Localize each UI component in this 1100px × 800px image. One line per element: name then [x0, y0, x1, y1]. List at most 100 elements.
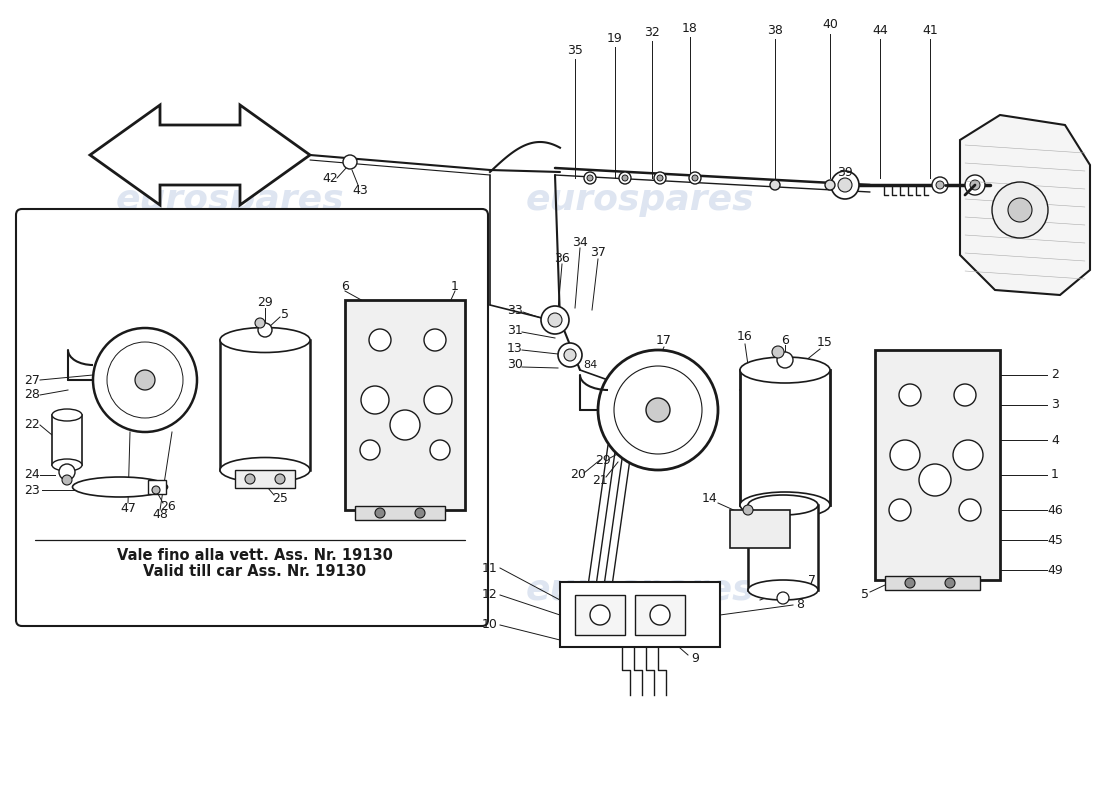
Bar — [730, 510, 790, 548]
Text: 48: 48 — [152, 509, 168, 522]
Text: Vale fino alla vett. Ass. Nr. 19130: Vale fino alla vett. Ass. Nr. 19130 — [117, 547, 393, 562]
Text: 27: 27 — [24, 374, 40, 386]
Circle shape — [689, 172, 701, 184]
Text: 30: 30 — [507, 358, 522, 371]
Circle shape — [889, 499, 911, 521]
Circle shape — [953, 440, 983, 470]
Circle shape — [619, 172, 631, 184]
Text: 42: 42 — [322, 171, 338, 185]
Text: 44: 44 — [872, 23, 888, 37]
Circle shape — [590, 605, 610, 625]
Text: 11: 11 — [482, 562, 498, 574]
Text: 1: 1 — [1052, 469, 1059, 482]
Circle shape — [587, 175, 593, 181]
Ellipse shape — [748, 580, 818, 600]
Ellipse shape — [52, 409, 82, 421]
Text: 45: 45 — [1047, 534, 1063, 546]
Circle shape — [959, 499, 981, 521]
Circle shape — [94, 328, 197, 432]
Text: 7: 7 — [808, 574, 816, 586]
Circle shape — [1008, 198, 1032, 222]
Text: 8: 8 — [796, 598, 804, 611]
Text: eurospares: eurospares — [526, 573, 755, 607]
Circle shape — [650, 605, 670, 625]
Circle shape — [368, 329, 390, 351]
Circle shape — [541, 306, 569, 334]
Text: 5: 5 — [861, 589, 869, 602]
Bar — [355, 506, 446, 520]
Circle shape — [954, 384, 976, 406]
FancyBboxPatch shape — [16, 209, 488, 626]
Text: 22: 22 — [24, 418, 40, 431]
Text: 18: 18 — [682, 22, 697, 34]
Bar — [100, 355, 190, 405]
Text: 33: 33 — [507, 303, 522, 317]
Polygon shape — [90, 105, 310, 205]
Text: 15: 15 — [817, 337, 833, 350]
Circle shape — [152, 486, 160, 494]
Text: 84: 84 — [583, 360, 597, 370]
Text: 20: 20 — [570, 469, 586, 482]
Bar — [740, 370, 830, 505]
Text: 32: 32 — [645, 26, 660, 38]
Circle shape — [970, 180, 980, 190]
Text: 16: 16 — [737, 330, 752, 343]
Ellipse shape — [220, 327, 310, 353]
Circle shape — [614, 366, 702, 454]
Ellipse shape — [220, 458, 310, 482]
Circle shape — [770, 180, 780, 190]
Circle shape — [375, 508, 385, 518]
Text: 31: 31 — [507, 323, 522, 337]
Bar — [874, 350, 1000, 580]
Bar — [235, 470, 295, 488]
Circle shape — [899, 384, 921, 406]
Text: 38: 38 — [767, 23, 783, 37]
Text: 23: 23 — [24, 483, 40, 497]
Text: 43: 43 — [352, 183, 367, 197]
Circle shape — [838, 178, 853, 192]
Bar — [635, 595, 685, 635]
Bar — [52, 415, 82, 465]
Circle shape — [621, 175, 628, 181]
Circle shape — [275, 474, 285, 484]
Text: 28: 28 — [24, 389, 40, 402]
Circle shape — [905, 578, 915, 588]
Bar — [608, 385, 708, 440]
Text: 47: 47 — [120, 502, 136, 514]
Circle shape — [258, 323, 272, 337]
Circle shape — [657, 175, 663, 181]
Circle shape — [430, 440, 450, 460]
Text: eurospares: eurospares — [116, 573, 344, 607]
Text: 6: 6 — [781, 334, 789, 346]
Ellipse shape — [52, 459, 82, 471]
Circle shape — [830, 171, 859, 199]
Text: 14: 14 — [702, 491, 718, 505]
Circle shape — [245, 474, 255, 484]
Circle shape — [936, 181, 944, 189]
Circle shape — [135, 370, 155, 390]
Text: 2: 2 — [1052, 369, 1059, 382]
Text: 41: 41 — [922, 23, 938, 37]
Circle shape — [361, 386, 389, 414]
Circle shape — [598, 350, 718, 470]
Circle shape — [945, 578, 955, 588]
Text: 19: 19 — [607, 31, 623, 45]
Text: 13: 13 — [507, 342, 522, 354]
Text: 25: 25 — [272, 491, 288, 505]
Text: 35: 35 — [568, 43, 583, 57]
Polygon shape — [960, 115, 1090, 295]
Circle shape — [890, 440, 920, 470]
Text: 24: 24 — [24, 469, 40, 482]
Circle shape — [255, 318, 265, 328]
Circle shape — [965, 175, 985, 195]
Ellipse shape — [748, 495, 818, 515]
Circle shape — [777, 592, 789, 604]
Circle shape — [584, 172, 596, 184]
Circle shape — [772, 346, 784, 358]
Circle shape — [390, 410, 420, 440]
Bar — [345, 300, 465, 510]
Text: 26: 26 — [161, 501, 176, 514]
Text: 3: 3 — [1052, 398, 1059, 411]
Circle shape — [62, 475, 72, 485]
Text: Valid till car Ass. Nr. 19130: Valid till car Ass. Nr. 19130 — [143, 565, 366, 579]
